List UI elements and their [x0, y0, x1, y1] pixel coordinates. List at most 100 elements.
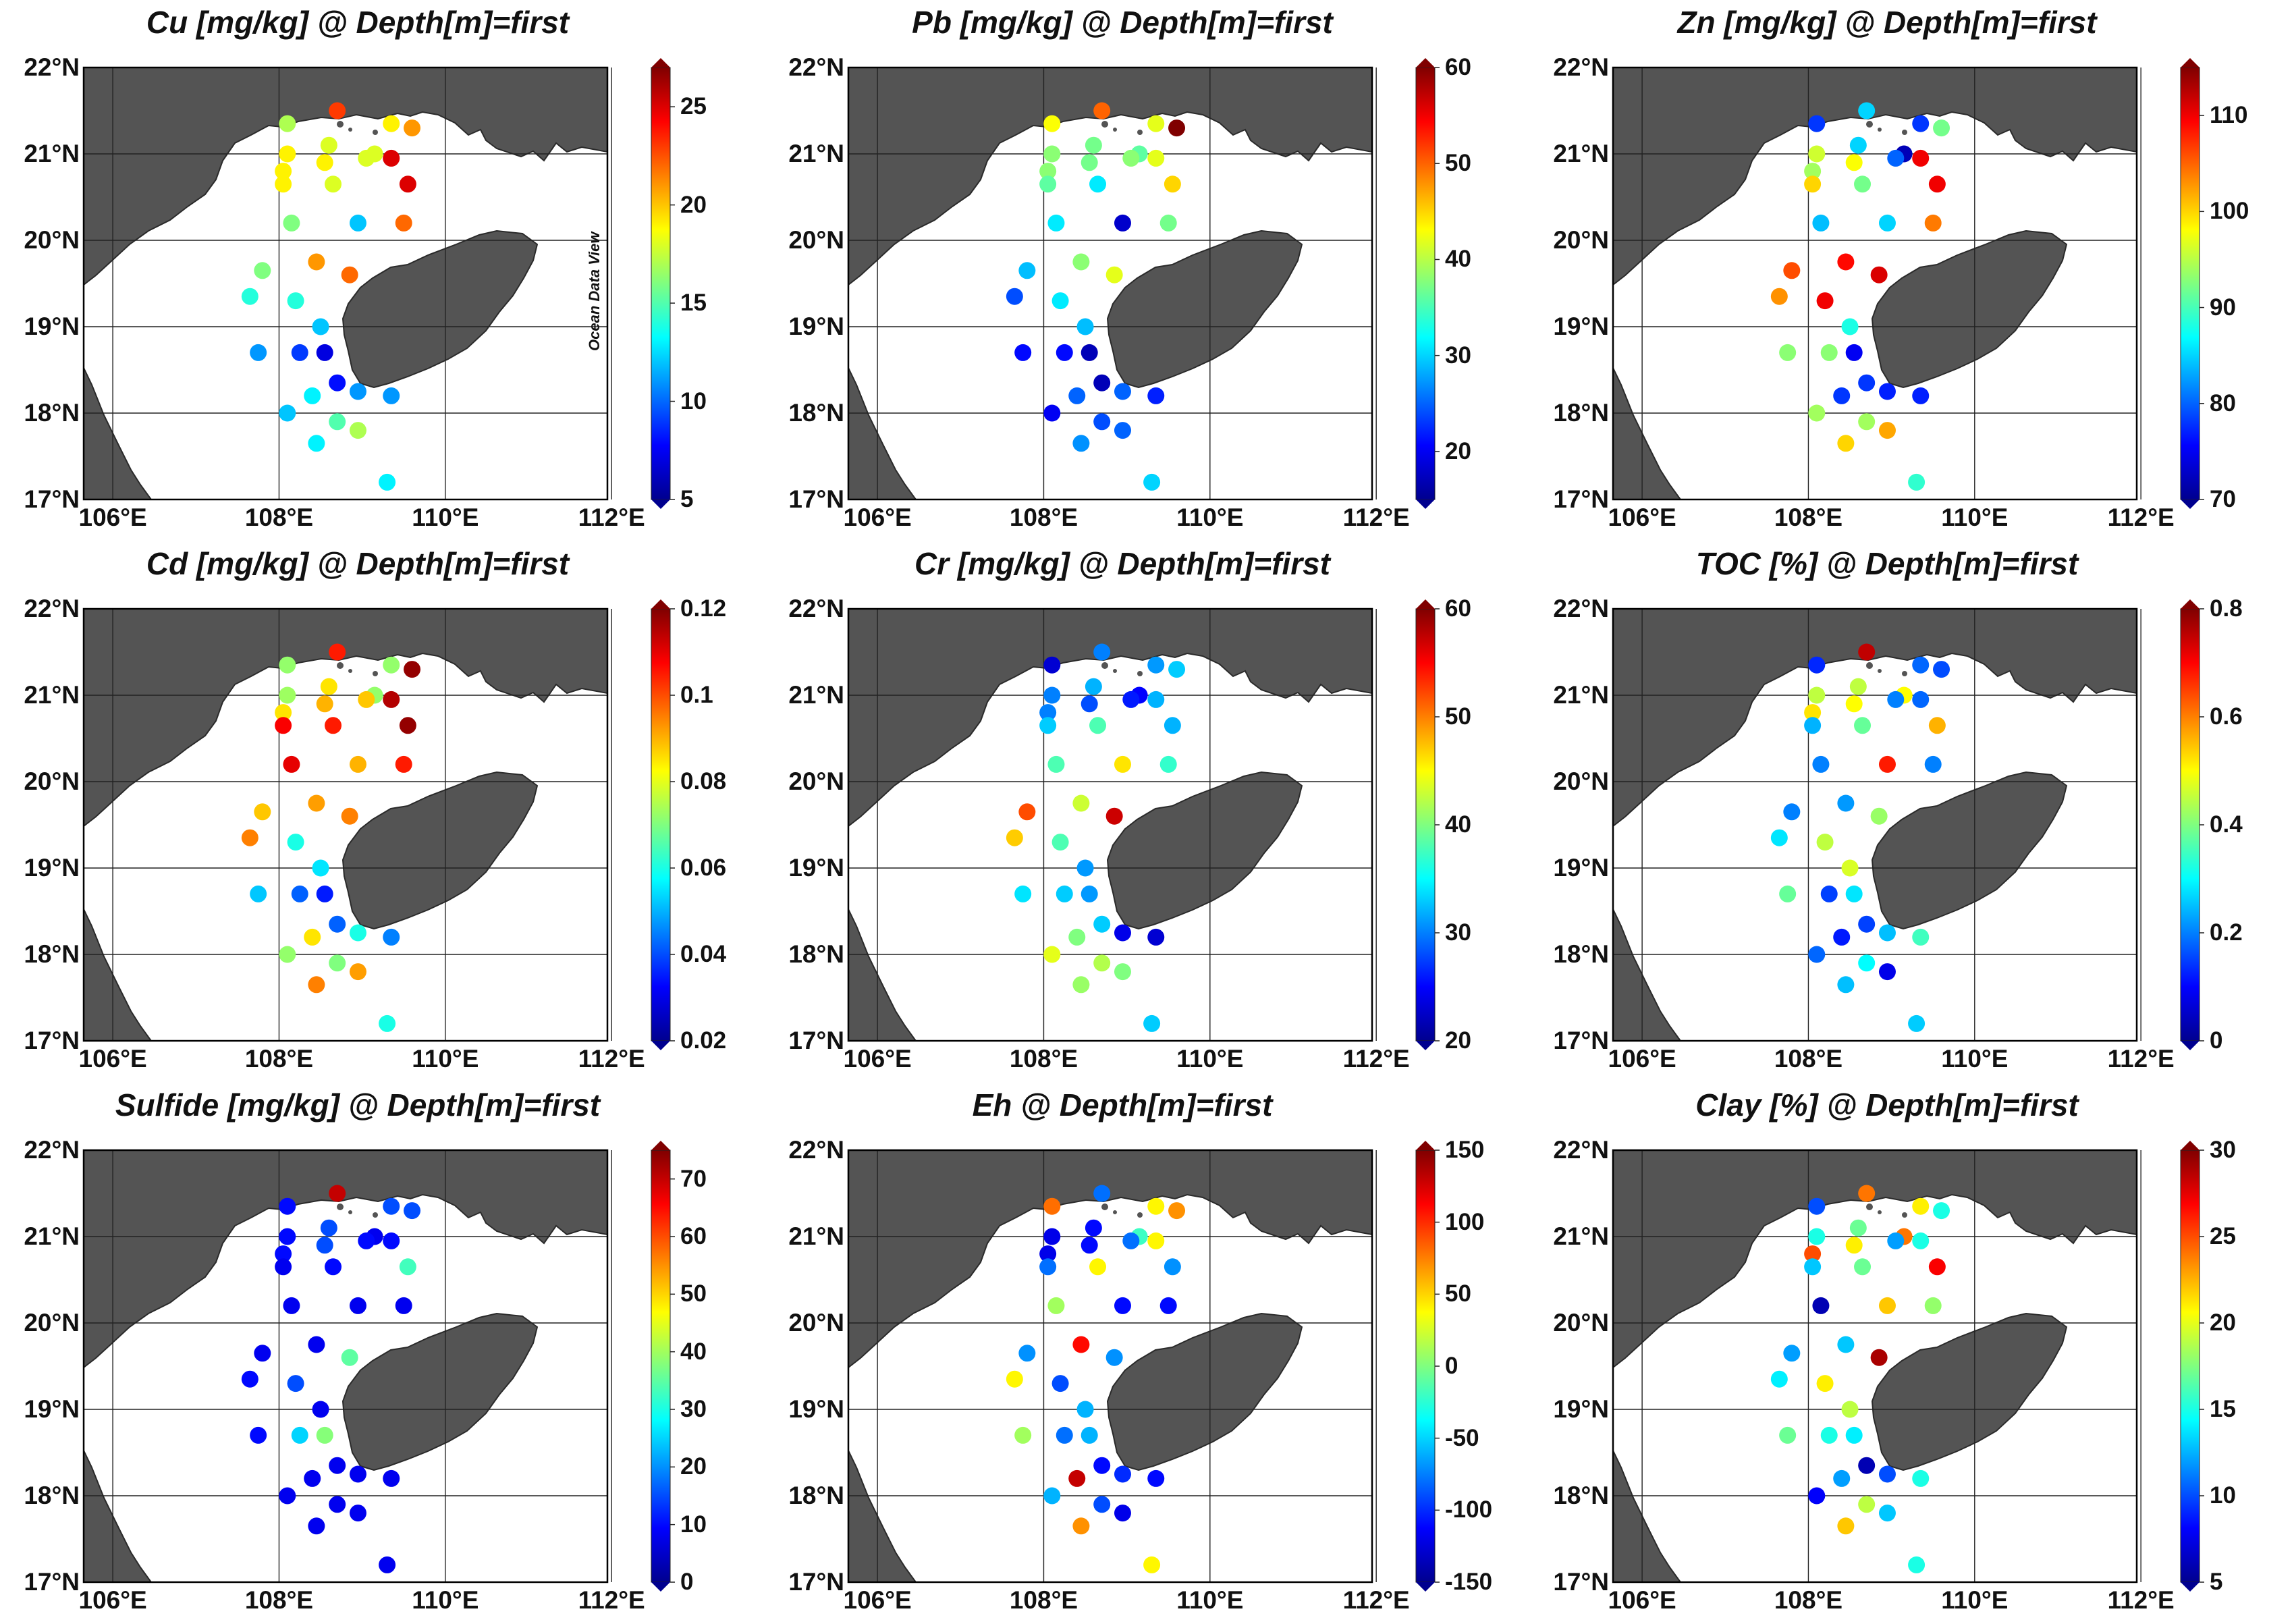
station-marker	[1052, 834, 1069, 851]
station-marker	[1093, 1185, 1111, 1202]
station-marker	[1056, 344, 1073, 361]
station-marker	[279, 1487, 296, 1505]
longitude-label: 110°E	[1176, 1045, 1244, 1073]
station-marker	[1908, 1556, 1926, 1573]
map-frame	[82, 66, 609, 501]
colorbar-tick-label: 0	[2210, 1027, 2223, 1054]
station-marker	[1812, 214, 1830, 232]
colorbar-tick-label: 0.1	[680, 682, 713, 708]
station-marker	[329, 102, 346, 119]
colorbar-tick-label: 20	[1445, 437, 1471, 464]
colorbar	[1415, 1149, 1436, 1583]
station-marker	[1081, 344, 1098, 361]
station-marker	[1072, 1517, 1090, 1535]
station-marker	[1878, 924, 1896, 942]
longitude-label: 108°E	[244, 504, 314, 531]
station-marker	[1147, 115, 1165, 132]
map-frame	[82, 607, 609, 1042]
station-marker	[1085, 1219, 1102, 1237]
station-marker	[1820, 885, 1838, 902]
station-marker	[1014, 344, 1032, 361]
station-marker	[254, 1345, 271, 1362]
station-marker	[308, 253, 325, 271]
station-marker	[1812, 755, 1830, 773]
map-panel-graphics	[1612, 1141, 2204, 1592]
station-marker	[1147, 387, 1165, 404]
station-marker	[349, 383, 366, 400]
map-panel: Zn [mg/kg] @ Depth[m]=first 70 80 90 100 110 2…	[1529, 0, 2294, 541]
station-marker	[1808, 145, 1826, 163]
longitude-label: 112°E	[578, 504, 645, 531]
station-marker	[1858, 915, 1876, 933]
station-marker	[1105, 807, 1123, 825]
map-frame	[847, 1149, 1373, 1584]
colorbar-max-arrow	[651, 58, 670, 67]
station-marker	[325, 717, 342, 734]
station-marker	[399, 1258, 416, 1276]
station-marker	[383, 1197, 400, 1215]
station-marker	[1858, 1185, 1876, 1202]
station-marker	[1912, 656, 1930, 674]
station-marker	[383, 149, 400, 167]
station-marker	[1089, 1258, 1107, 1276]
station-marker	[1164, 1258, 1181, 1276]
station-marker	[1878, 963, 1896, 981]
station-marker	[1933, 119, 1950, 137]
longitude-label: 112°E	[1342, 1586, 1410, 1614]
colorbar-tick-label: 100	[1445, 1208, 1485, 1235]
station-marker	[1849, 678, 1867, 695]
colorbar-max-arrow	[1416, 599, 1435, 609]
station-marker	[1858, 1457, 1876, 1474]
station-marker	[1014, 1426, 1032, 1444]
station-marker	[1052, 292, 1069, 310]
station-marker	[1849, 136, 1867, 154]
colorbar-min-arrow	[1416, 499, 1435, 509]
colorbar-tick-label: 20	[680, 191, 707, 218]
station-marker	[1018, 262, 1036, 279]
station-marker	[275, 717, 292, 734]
map-panel: Cr [mg/kg] @ Depth[m]=first 20 30 40 50 60 22°…	[765, 541, 1529, 1083]
station-marker	[1816, 1375, 1834, 1392]
station-marker	[1770, 1370, 1788, 1388]
station-marker	[1837, 794, 1855, 812]
latitude-label: 18°N	[788, 399, 844, 427]
longitude-label: 108°E	[1009, 1045, 1078, 1073]
colorbar-tick-label: 50	[680, 1280, 707, 1307]
station-marker	[291, 344, 308, 361]
latitude-label: 17°N	[788, 1027, 844, 1054]
station-marker	[1841, 859, 1859, 877]
station-marker	[1143, 1556, 1161, 1573]
station-marker	[1164, 717, 1181, 734]
station-marker	[1114, 1465, 1131, 1483]
colorbar-tick-label: 5	[2210, 1569, 2223, 1595]
colorbar-tick-label: 15	[680, 290, 707, 317]
station-marker	[287, 834, 304, 851]
colorbar-tick-label: 90	[2210, 294, 2236, 321]
station-marker	[1928, 175, 1946, 193]
latitude-label: 17°N	[1553, 1027, 1609, 1054]
station-marker	[1845, 344, 1863, 361]
station-marker	[1047, 755, 1065, 773]
station-marker	[1114, 1297, 1131, 1314]
colorbar	[2180, 608, 2200, 1041]
map-panel: Sulfide [mg/kg] @ Depth[m]=first 0 10 20 30 4…	[0, 1083, 765, 1624]
colorbar-max-arrow	[651, 1141, 670, 1150]
station-marker	[1887, 149, 1905, 167]
station-marker	[1093, 1457, 1111, 1474]
longitude-label: 110°E	[412, 1586, 479, 1614]
colorbar-min-arrow	[651, 1582, 670, 1592]
map-panel-graphics	[82, 58, 675, 509]
map-frame	[1612, 1149, 2138, 1584]
station-marker	[279, 1228, 296, 1245]
station-marker	[383, 1469, 400, 1487]
colorbar-tick-label: 0.2	[2210, 919, 2243, 946]
station-marker	[1068, 1469, 1086, 1487]
longitude-label: 110°E	[1941, 1586, 2009, 1614]
station-marker	[349, 1465, 366, 1483]
colorbar	[651, 608, 671, 1041]
station-marker	[1770, 829, 1788, 846]
station-marker	[254, 803, 271, 821]
latitude-label: 20°N	[24, 767, 80, 795]
colorbar-tick-label: 70	[680, 1165, 707, 1192]
colorbar	[2180, 1149, 2200, 1583]
